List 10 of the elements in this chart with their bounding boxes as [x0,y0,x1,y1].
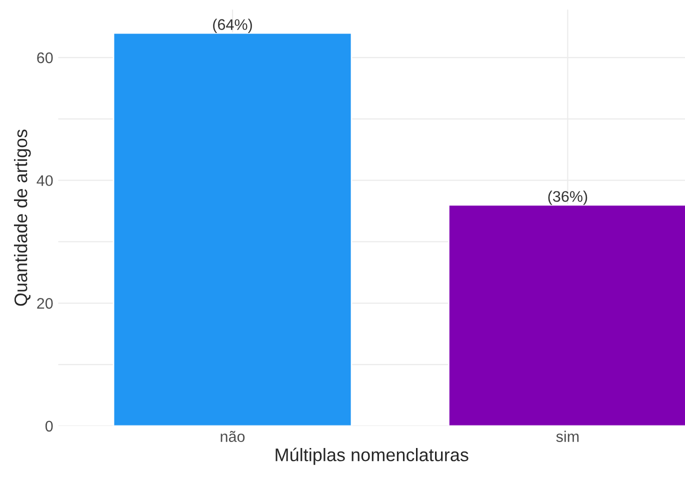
y-axis-title: Quantidade de artigos [14,130,31,306]
y-tick-label: 60 [37,52,53,64]
data-label: (64%) [213,18,252,33]
x-tick-label: não [220,430,245,442]
y-tick-label: 40 [36,175,53,186]
x-axis-title: Múltiplas nomenclaturas [276,448,468,465]
data-label: (36%) [548,190,588,205]
x-tick-label: sim [556,430,579,442]
y-tick-label: 20 [37,298,53,309]
y-tick-label: 0 [45,420,53,432]
